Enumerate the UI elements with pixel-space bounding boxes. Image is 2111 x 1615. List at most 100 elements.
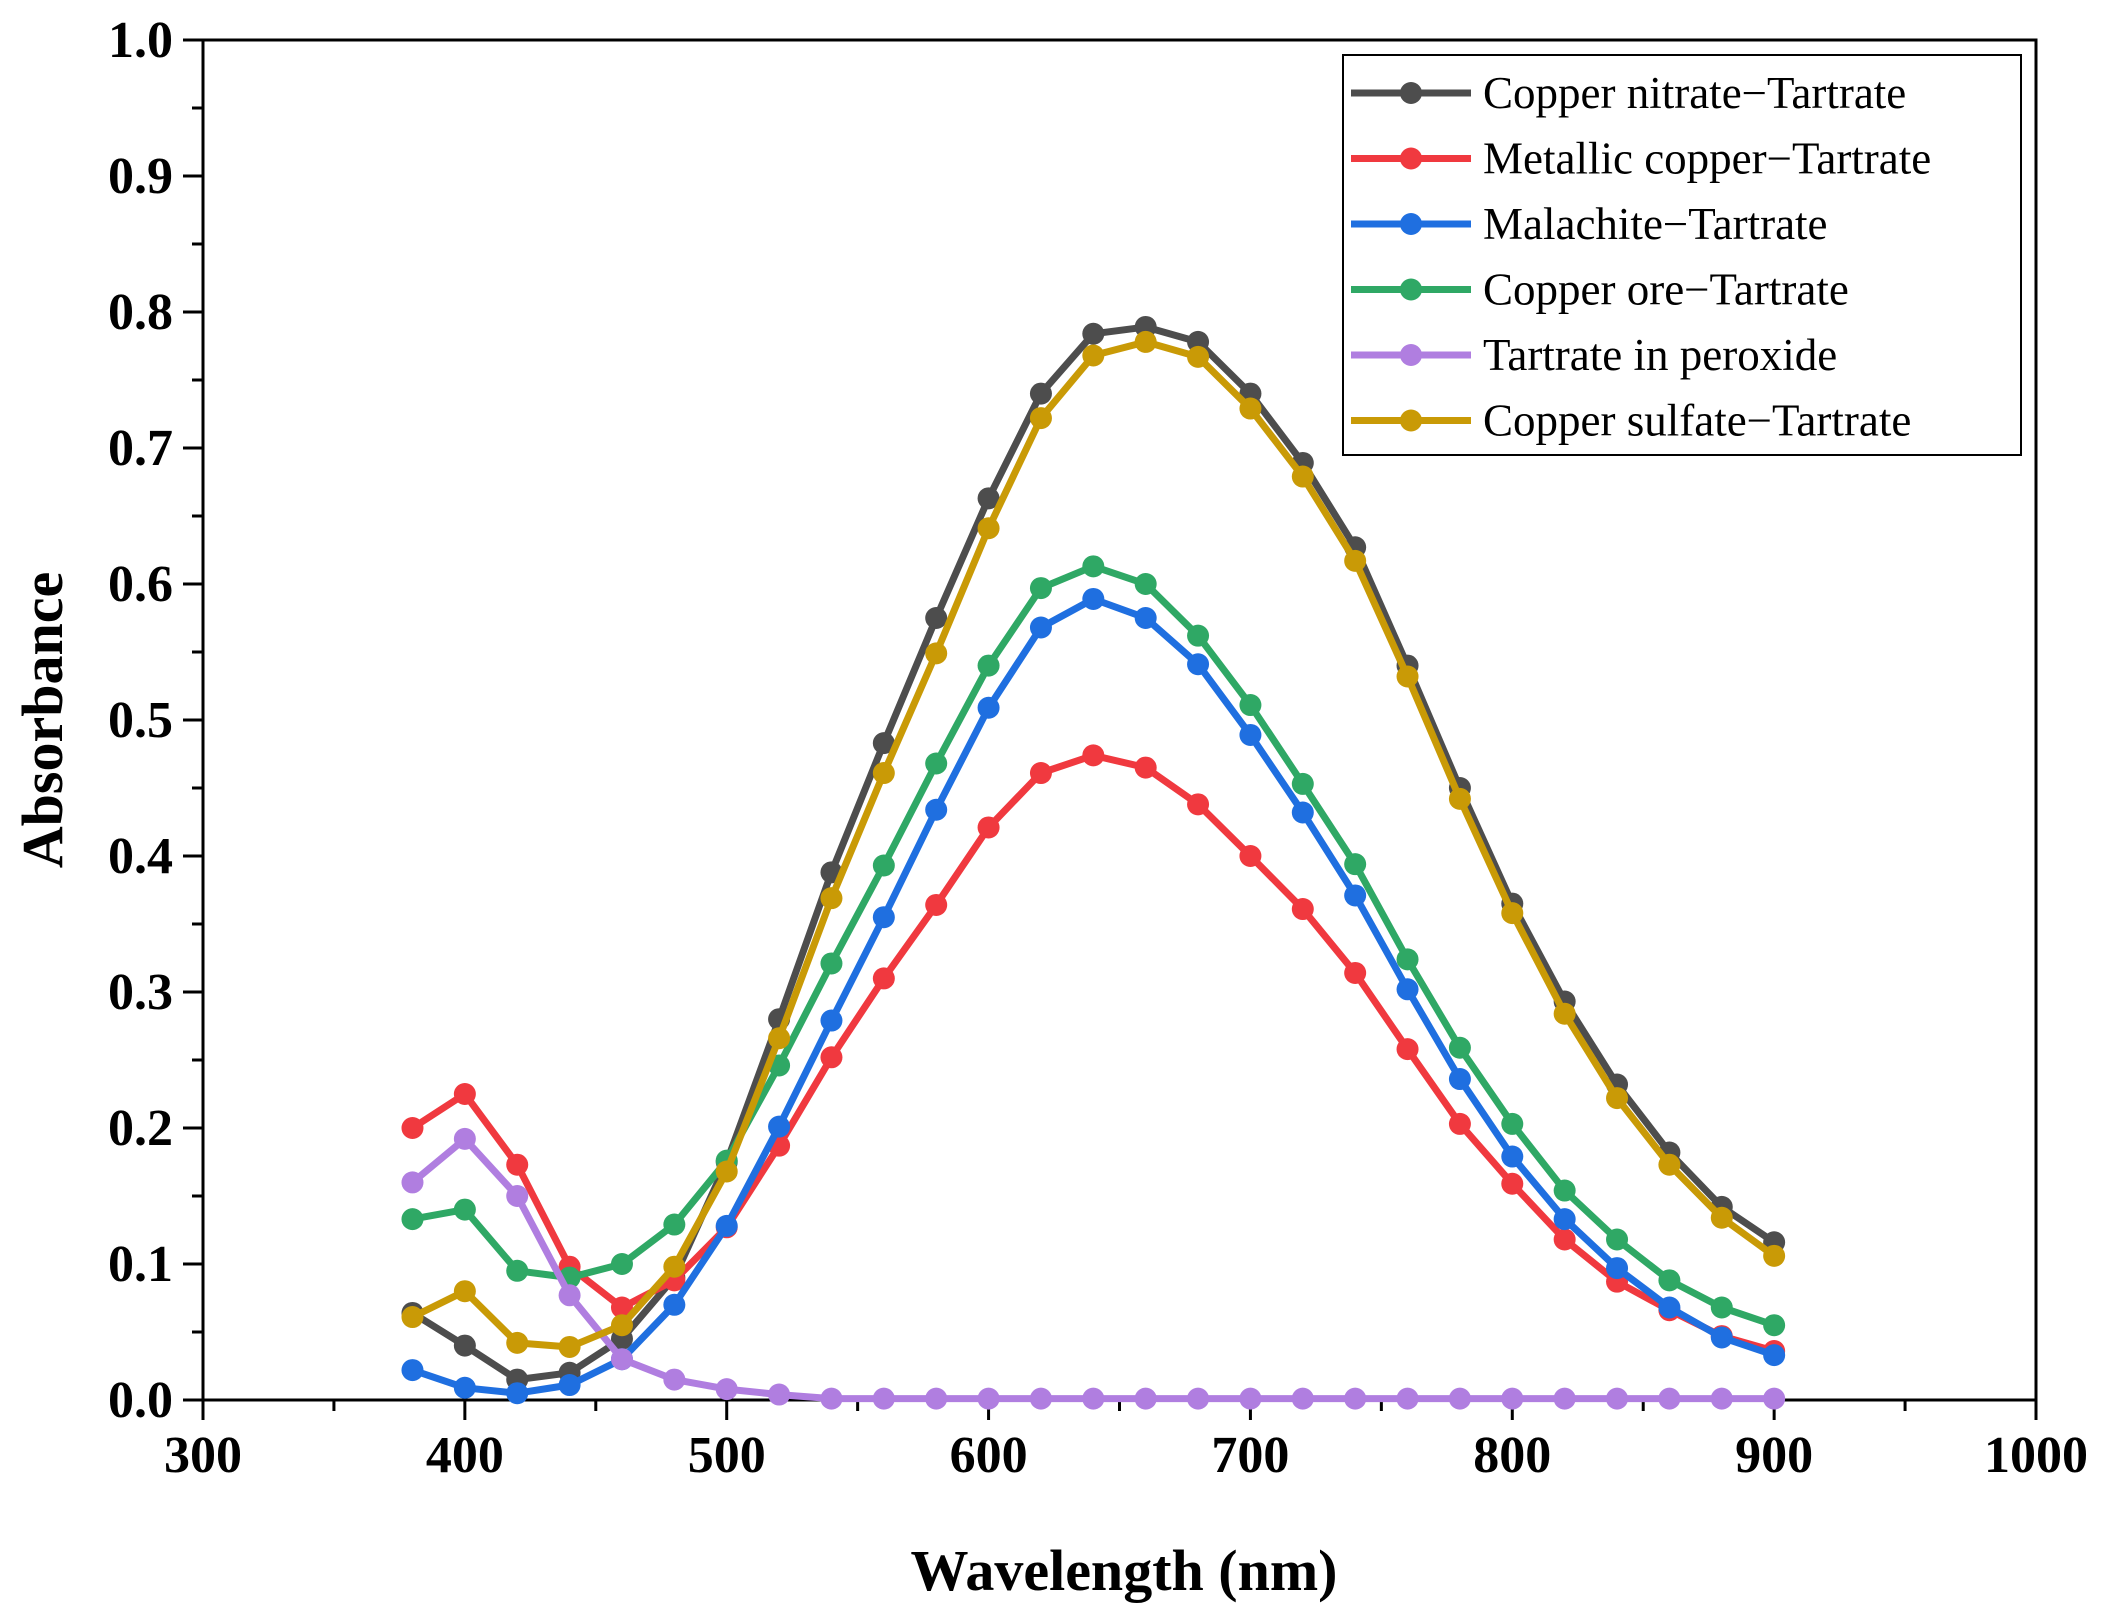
- data-point: [1606, 1387, 1629, 1410]
- data-point: [401, 1359, 424, 1382]
- data-point: [1082, 1387, 1105, 1410]
- data-point: [1239, 845, 1262, 867]
- y-tick-label-0.4: 0.4: [108, 828, 173, 885]
- data-point: [401, 1171, 424, 1194]
- data-point: [820, 1387, 843, 1410]
- data-point: [1187, 793, 1210, 816]
- legend: Copper nitrate−Tartrate Metallic copper−T…: [1342, 54, 2022, 456]
- data-point: [1344, 1387, 1367, 1410]
- legend-label: Copper ore−Tartrate: [1483, 265, 1849, 315]
- data-point: [1291, 465, 1314, 488]
- series-2: [401, 587, 1786, 1405]
- legend-marker: [1400, 213, 1422, 235]
- y-tick-label-0.1: 0.1: [108, 1236, 173, 1293]
- data-point: [977, 816, 1000, 839]
- data-point: [1606, 1257, 1629, 1280]
- data-point: [1658, 1296, 1681, 1319]
- legend-marker: [1400, 147, 1422, 170]
- data-point: [1344, 549, 1367, 572]
- series-4: [401, 1127, 1786, 1410]
- data-point: [453, 1280, 476, 1303]
- x-tick-label-1000: 1000: [1984, 1427, 2088, 1484]
- data-point: [1396, 1038, 1419, 1061]
- data-point: [1396, 978, 1419, 1001]
- data-point: [820, 952, 843, 975]
- y-tick-label-0.9: 0.9: [108, 148, 173, 205]
- data-point: [1658, 1269, 1681, 1292]
- data-point: [820, 1046, 843, 1069]
- data-point: [1239, 694, 1262, 717]
- data-point: [1187, 1387, 1210, 1410]
- data-point: [1239, 397, 1262, 420]
- data-point: [1553, 1387, 1576, 1410]
- data-point: [1448, 787, 1471, 810]
- data-point: [401, 1306, 424, 1329]
- data-point: [1029, 382, 1052, 405]
- data-point: [1082, 587, 1105, 610]
- data-point: [1344, 853, 1367, 876]
- data-point: [506, 1153, 529, 1176]
- data-point: [506, 1259, 529, 1282]
- data-point: [1501, 1387, 1524, 1410]
- data-point: [1501, 1145, 1524, 1168]
- data-point: [453, 1376, 476, 1399]
- data-point: [1344, 961, 1367, 984]
- data-point: [977, 1387, 1000, 1410]
- legend-label: Malachite−Tartrate: [1483, 199, 1828, 249]
- data-point: [768, 1027, 791, 1050]
- data-point: [663, 1255, 686, 1278]
- data-point: [1396, 665, 1419, 688]
- data-point: [1239, 1387, 1262, 1410]
- data-point: [872, 906, 895, 929]
- legend-marker: [1400, 344, 1422, 366]
- data-point: [1291, 772, 1314, 795]
- series-3: [401, 555, 1786, 1337]
- data-point: [1553, 1002, 1576, 1025]
- data-point: [977, 696, 1000, 719]
- data-point: [453, 1127, 476, 1150]
- data-point: [872, 854, 895, 877]
- data-point: [977, 487, 1000, 510]
- data-point: [1291, 801, 1314, 824]
- data-point: [1710, 1387, 1733, 1410]
- y-tick-label-0.7: 0.7: [108, 420, 173, 477]
- data-point: [1553, 1208, 1576, 1231]
- x-tick-label-300: 300: [164, 1427, 242, 1484]
- data-point: [1029, 1387, 1052, 1410]
- y-tick-label-0: 0.0: [108, 1372, 173, 1429]
- legend-label: Metallic copper−Tartrate: [1483, 134, 1931, 184]
- data-point: [1763, 1387, 1786, 1410]
- data-point: [1082, 344, 1105, 367]
- data-point: [872, 762, 895, 785]
- data-series: [401, 315, 1786, 1410]
- data-point: [1134, 607, 1157, 629]
- y-tick-label-0.5: 0.5: [108, 692, 173, 749]
- data-point: [820, 887, 843, 910]
- data-point: [872, 732, 895, 755]
- y-tick-label-0.6: 0.6: [108, 556, 173, 613]
- legend-label: Tartrate in peroxide: [1483, 330, 1837, 380]
- data-point: [663, 1213, 686, 1236]
- data-point: [1448, 1387, 1471, 1410]
- data-point: [1448, 1068, 1471, 1091]
- data-point: [401, 1117, 424, 1139]
- legend-box: [1342, 54, 2022, 456]
- data-point: [558, 1284, 581, 1307]
- data-point: [715, 1214, 738, 1237]
- data-point: [401, 1208, 424, 1231]
- data-point: [558, 1374, 581, 1397]
- data-point: [1134, 330, 1157, 353]
- x-axis-title: Wavelength (nm): [911, 1538, 1338, 1603]
- data-point: [506, 1331, 529, 1354]
- data-point: [977, 517, 1000, 540]
- data-point: [925, 752, 948, 775]
- data-point: [715, 1378, 738, 1401]
- legend-label: Copper sulfate−Tartrate: [1483, 396, 1911, 446]
- data-point: [506, 1185, 529, 1207]
- x-tick-label-500: 500: [688, 1427, 766, 1484]
- legend-marker: [1400, 278, 1422, 301]
- data-point: [1501, 902, 1524, 925]
- x-tick-label-700: 700: [1211, 1427, 1289, 1484]
- data-point: [1029, 762, 1052, 785]
